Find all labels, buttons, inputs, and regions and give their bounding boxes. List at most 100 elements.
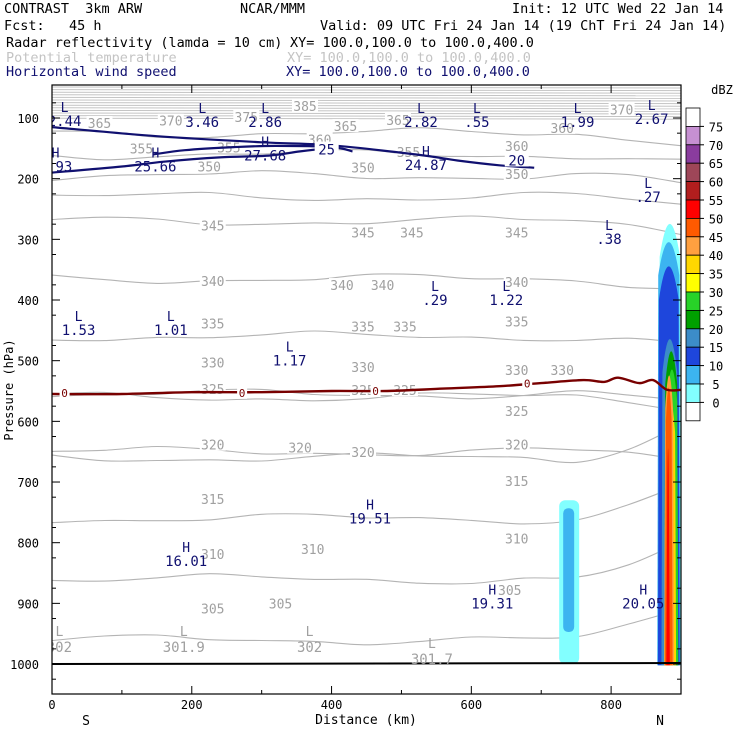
isentrope-340 <box>52 330 681 344</box>
isentrope-label-bg <box>608 102 635 116</box>
isentrope-345 <box>52 273 681 290</box>
colorbar-label: 0 <box>712 396 719 410</box>
center-title: NCAR/MMM <box>240 1 306 17</box>
isentrope-label-bg <box>350 160 377 174</box>
isentrope-label-bg <box>350 444 377 458</box>
wind-extremum-L: L <box>502 280 510 295</box>
isentrope-label: 340 <box>505 276 528 291</box>
colorbar-swatch-16 <box>685 401 701 422</box>
wind-contour-20-0 <box>52 126 535 169</box>
isentrope-label-bg <box>391 319 418 333</box>
theta-extremum-L: L <box>428 637 436 652</box>
isentrope-label-bg <box>287 440 314 454</box>
wind-contour-25-1 <box>52 146 336 174</box>
wind-extremum-value: .27 <box>636 190 661 206</box>
isentrope-label-bg <box>157 113 184 127</box>
plot-frame <box>51 84 682 695</box>
isentrope-label-bg <box>199 492 226 506</box>
isentrope-label: 325 <box>505 405 528 420</box>
freezing-label-bg <box>370 385 381 398</box>
isentrope-label: 370 <box>610 104 633 119</box>
isentrope-band-line <box>52 109 681 112</box>
isentrope-label: 355 <box>130 143 153 158</box>
end-label-north: N <box>656 714 664 729</box>
colorbar-label: 70 <box>709 139 723 153</box>
isentrope-305 <box>52 608 681 646</box>
isentrope-label-bg <box>503 225 530 239</box>
wind-extremum-L: L <box>431 280 439 295</box>
isentrope-band-line <box>52 102 681 105</box>
isentrope-label-bg <box>398 225 425 239</box>
isentrope-label: 360 <box>550 122 573 137</box>
y-tick-label: 600 <box>17 415 39 429</box>
isentrope-label: 350 <box>198 161 221 176</box>
colorbar-label: 45 <box>709 231 723 245</box>
freezing-label-bg <box>237 386 248 399</box>
wind-extremum-H: H <box>52 146 60 161</box>
wind-extremum-H: H <box>488 583 496 598</box>
colorbar-label: 75 <box>709 120 723 134</box>
isentrope-label-bg <box>350 359 377 373</box>
isentrope-label: 365 <box>386 114 409 129</box>
isentrope-label: 310 <box>505 533 528 548</box>
freezing-level-label: 0 <box>524 378 531 391</box>
isentrope-label-bg <box>86 116 113 130</box>
colorbar-label: 20 <box>709 323 723 337</box>
wind-extremum-value: 2.82 <box>404 115 438 131</box>
isentrope-label: 335 <box>393 320 416 335</box>
isentrope-band-line <box>52 104 681 107</box>
isentrope-label: 335 <box>505 315 528 330</box>
isentrope-label-bg <box>196 159 223 173</box>
isentrope-label: 335 <box>351 320 374 335</box>
wind-extremum-value: .38 <box>596 232 621 248</box>
isentrope-band-line <box>52 112 681 115</box>
theta-extremum-value: 302 <box>297 640 322 656</box>
colorbar-swatch-12 <box>685 328 701 348</box>
freezing-level-line <box>52 376 681 396</box>
isentrope-label: 310 <box>201 548 224 563</box>
field-theta-name: Potential temperature <box>6 50 177 66</box>
theta-extremum-value: 302 <box>47 640 72 656</box>
isentrope-label-bg <box>503 474 530 488</box>
wind-extremum-value: 2.67 <box>635 112 669 128</box>
isentrope-label-bg <box>503 531 530 545</box>
colorbar-label: 55 <box>709 194 723 208</box>
isentrope-band-line <box>52 89 681 92</box>
isentrope-label: 345 <box>351 226 374 241</box>
isentrope-label: 335 <box>201 317 224 332</box>
isentrope-label-bg <box>199 601 226 615</box>
model-title: CONTRAST 3km ARW <box>4 1 143 17</box>
isentrope-label-bg <box>503 275 530 289</box>
isentrope-label: 345 <box>201 220 224 235</box>
y-tick-label: 1000 <box>10 658 39 672</box>
isentrope-label: 360 <box>505 140 528 155</box>
isentrope-label: 325 <box>201 383 224 398</box>
isentrope-label-bg <box>384 113 411 127</box>
isentrope-label: 340 <box>371 279 394 294</box>
wind-extremum-L: L <box>605 219 613 234</box>
wind-contour-label: 20 <box>508 153 525 169</box>
y-tick-label: 200 <box>17 173 39 187</box>
freezing-label-bg <box>59 386 70 399</box>
colorbar-swatch-6 <box>685 217 701 238</box>
isentrope-label-bg <box>199 355 226 369</box>
colorbar-swatch-3 <box>685 162 701 182</box>
x-tick-label: 600 <box>460 698 482 712</box>
isentrope-label: 375 <box>235 111 258 126</box>
wind-extremum-L: L <box>417 102 425 117</box>
isentrope-label: 370 <box>159 115 182 130</box>
isentrope-label-bg <box>549 120 576 134</box>
wind-extremum-value: 1.01 <box>154 323 188 339</box>
theta-extremum-value: 301.9 <box>163 640 205 656</box>
isentrope-label: 315 <box>201 493 224 508</box>
wind-extremum-L: L <box>167 310 175 325</box>
wind-extremum-value: 1.22 <box>489 293 523 309</box>
wind-extremum-H: H <box>366 498 374 513</box>
colorbar-label: 15 <box>709 341 723 355</box>
isentrope-band-line <box>52 99 681 102</box>
colorbar-swatch-10 <box>685 291 701 311</box>
colorbar-swatch-9 <box>685 273 701 293</box>
colorbar-swatch-13 <box>685 346 701 367</box>
colorbar-label: 25 <box>709 304 723 318</box>
wind-extremum-L: L <box>644 177 652 192</box>
